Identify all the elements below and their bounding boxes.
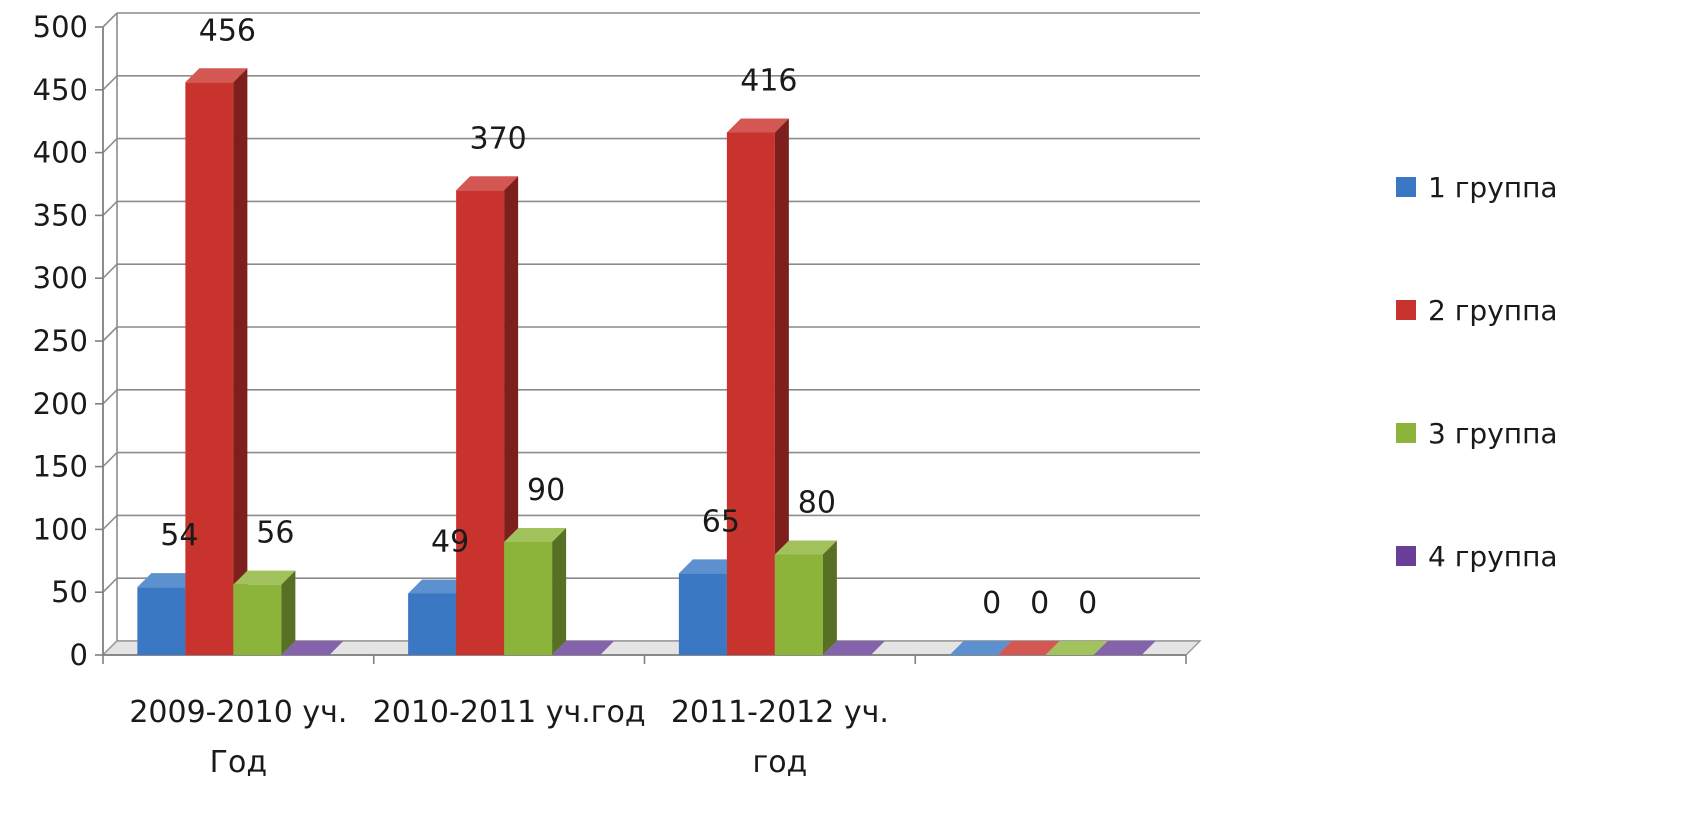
bar: [949, 641, 1012, 655]
y-tick-label: 500: [33, 10, 88, 44]
gridline-depth: [102, 200, 118, 216]
data-label: 0: [982, 586, 1001, 621]
bar-top: [456, 176, 519, 191]
gridlines-layer: [101, 12, 1202, 656]
bar-top: [504, 527, 567, 542]
bar-top: [1093, 641, 1156, 655]
legend-label: 4 группа: [1428, 540, 1558, 573]
gridline-depth: [102, 12, 118, 28]
bar-top: [185, 68, 248, 83]
data-label: 54: [160, 518, 198, 553]
gridline-depth: [102, 263, 118, 279]
data-label: 90: [527, 473, 565, 508]
y-tick-label: 300: [33, 261, 88, 295]
y-tick-label: 0: [70, 638, 88, 672]
bar: [137, 573, 200, 655]
gridline-depth: [102, 326, 118, 342]
x-tick-label: 2010-2011 уч.год: [373, 695, 646, 730]
gridline-depth: [102, 138, 118, 154]
bar-front: [726, 132, 775, 655]
y-tick-label: 450: [33, 73, 88, 107]
bar-front: [233, 584, 282, 655]
bar-front: [504, 541, 553, 655]
y-tick-label: 250: [33, 324, 88, 358]
legend-swatch: [1396, 300, 1416, 320]
data-label: 56: [256, 516, 294, 551]
bar-front: [456, 190, 505, 655]
bar-front: [774, 554, 823, 655]
bar-top: [949, 641, 1012, 655]
bar: [726, 118, 789, 655]
bars-layer: [137, 68, 1156, 656]
data-label: 370: [469, 121, 526, 156]
x-tick-label: Год: [210, 745, 267, 780]
bar-top: [408, 579, 471, 594]
bar: [552, 641, 615, 655]
bar: [774, 540, 837, 655]
data-label: 65: [702, 504, 740, 539]
bar-side: [281, 570, 296, 655]
y-tick-label: 400: [33, 136, 88, 170]
data-label: 456: [199, 13, 256, 48]
gridline-depth: [102, 577, 118, 593]
data-label: 416: [740, 64, 797, 99]
bar: [185, 68, 248, 656]
data-label: 0: [1078, 586, 1097, 621]
bar: [281, 641, 344, 655]
gridline-depth: [102, 389, 118, 405]
bar-top: [1045, 641, 1108, 655]
bar: [1045, 641, 1108, 655]
data-label: 0: [1030, 586, 1049, 621]
y-tick-label: 350: [33, 198, 88, 232]
bar: [1093, 641, 1156, 655]
gridline-depth: [102, 75, 118, 91]
legend-swatch: [1396, 177, 1416, 197]
bar-front: [137, 587, 186, 655]
bar-top: [678, 559, 741, 574]
legend-swatch: [1396, 423, 1416, 443]
bar-side: [552, 527, 567, 655]
bar-front: [408, 593, 457, 655]
bar-side: [822, 540, 837, 655]
bar-side: [233, 68, 248, 656]
data-label: 49: [431, 524, 469, 559]
bar: [822, 641, 885, 655]
bar-front: [185, 82, 234, 656]
bar-side: [774, 118, 789, 655]
bar-top: [822, 641, 885, 655]
bar-top: [233, 570, 296, 585]
bar-top: [726, 118, 789, 133]
bar: [233, 570, 296, 655]
bar-top: [774, 540, 837, 555]
gridline-depth: [102, 452, 118, 468]
data-label: 80: [798, 486, 836, 521]
bar-top: [552, 641, 615, 655]
bar-front: [678, 573, 727, 655]
x-tick-label: год: [752, 745, 807, 780]
y-tick-label: 200: [33, 387, 88, 421]
legend-label: 1 группа: [1428, 171, 1558, 204]
legend-label: 3 группа: [1428, 417, 1558, 450]
bar-top: [137, 573, 200, 588]
legend: 1 группа 2 группа 3 группа 4 группа: [1396, 171, 1558, 573]
legend-label: 2 группа: [1428, 294, 1558, 327]
bar: [997, 641, 1060, 655]
x-tick-label: 2009-2010 уч.: [129, 695, 347, 730]
y-tick-label: 50: [51, 575, 88, 609]
bar-top: [281, 641, 344, 655]
bar-top: [997, 641, 1060, 655]
legend-swatch: [1396, 546, 1416, 566]
bar: [504, 527, 567, 655]
y-tick-label: 150: [33, 450, 88, 484]
x-tick-label: 2011-2012 уч.: [671, 695, 889, 730]
y-tick-label: 100: [33, 512, 88, 546]
gridline-depth: [102, 514, 118, 530]
